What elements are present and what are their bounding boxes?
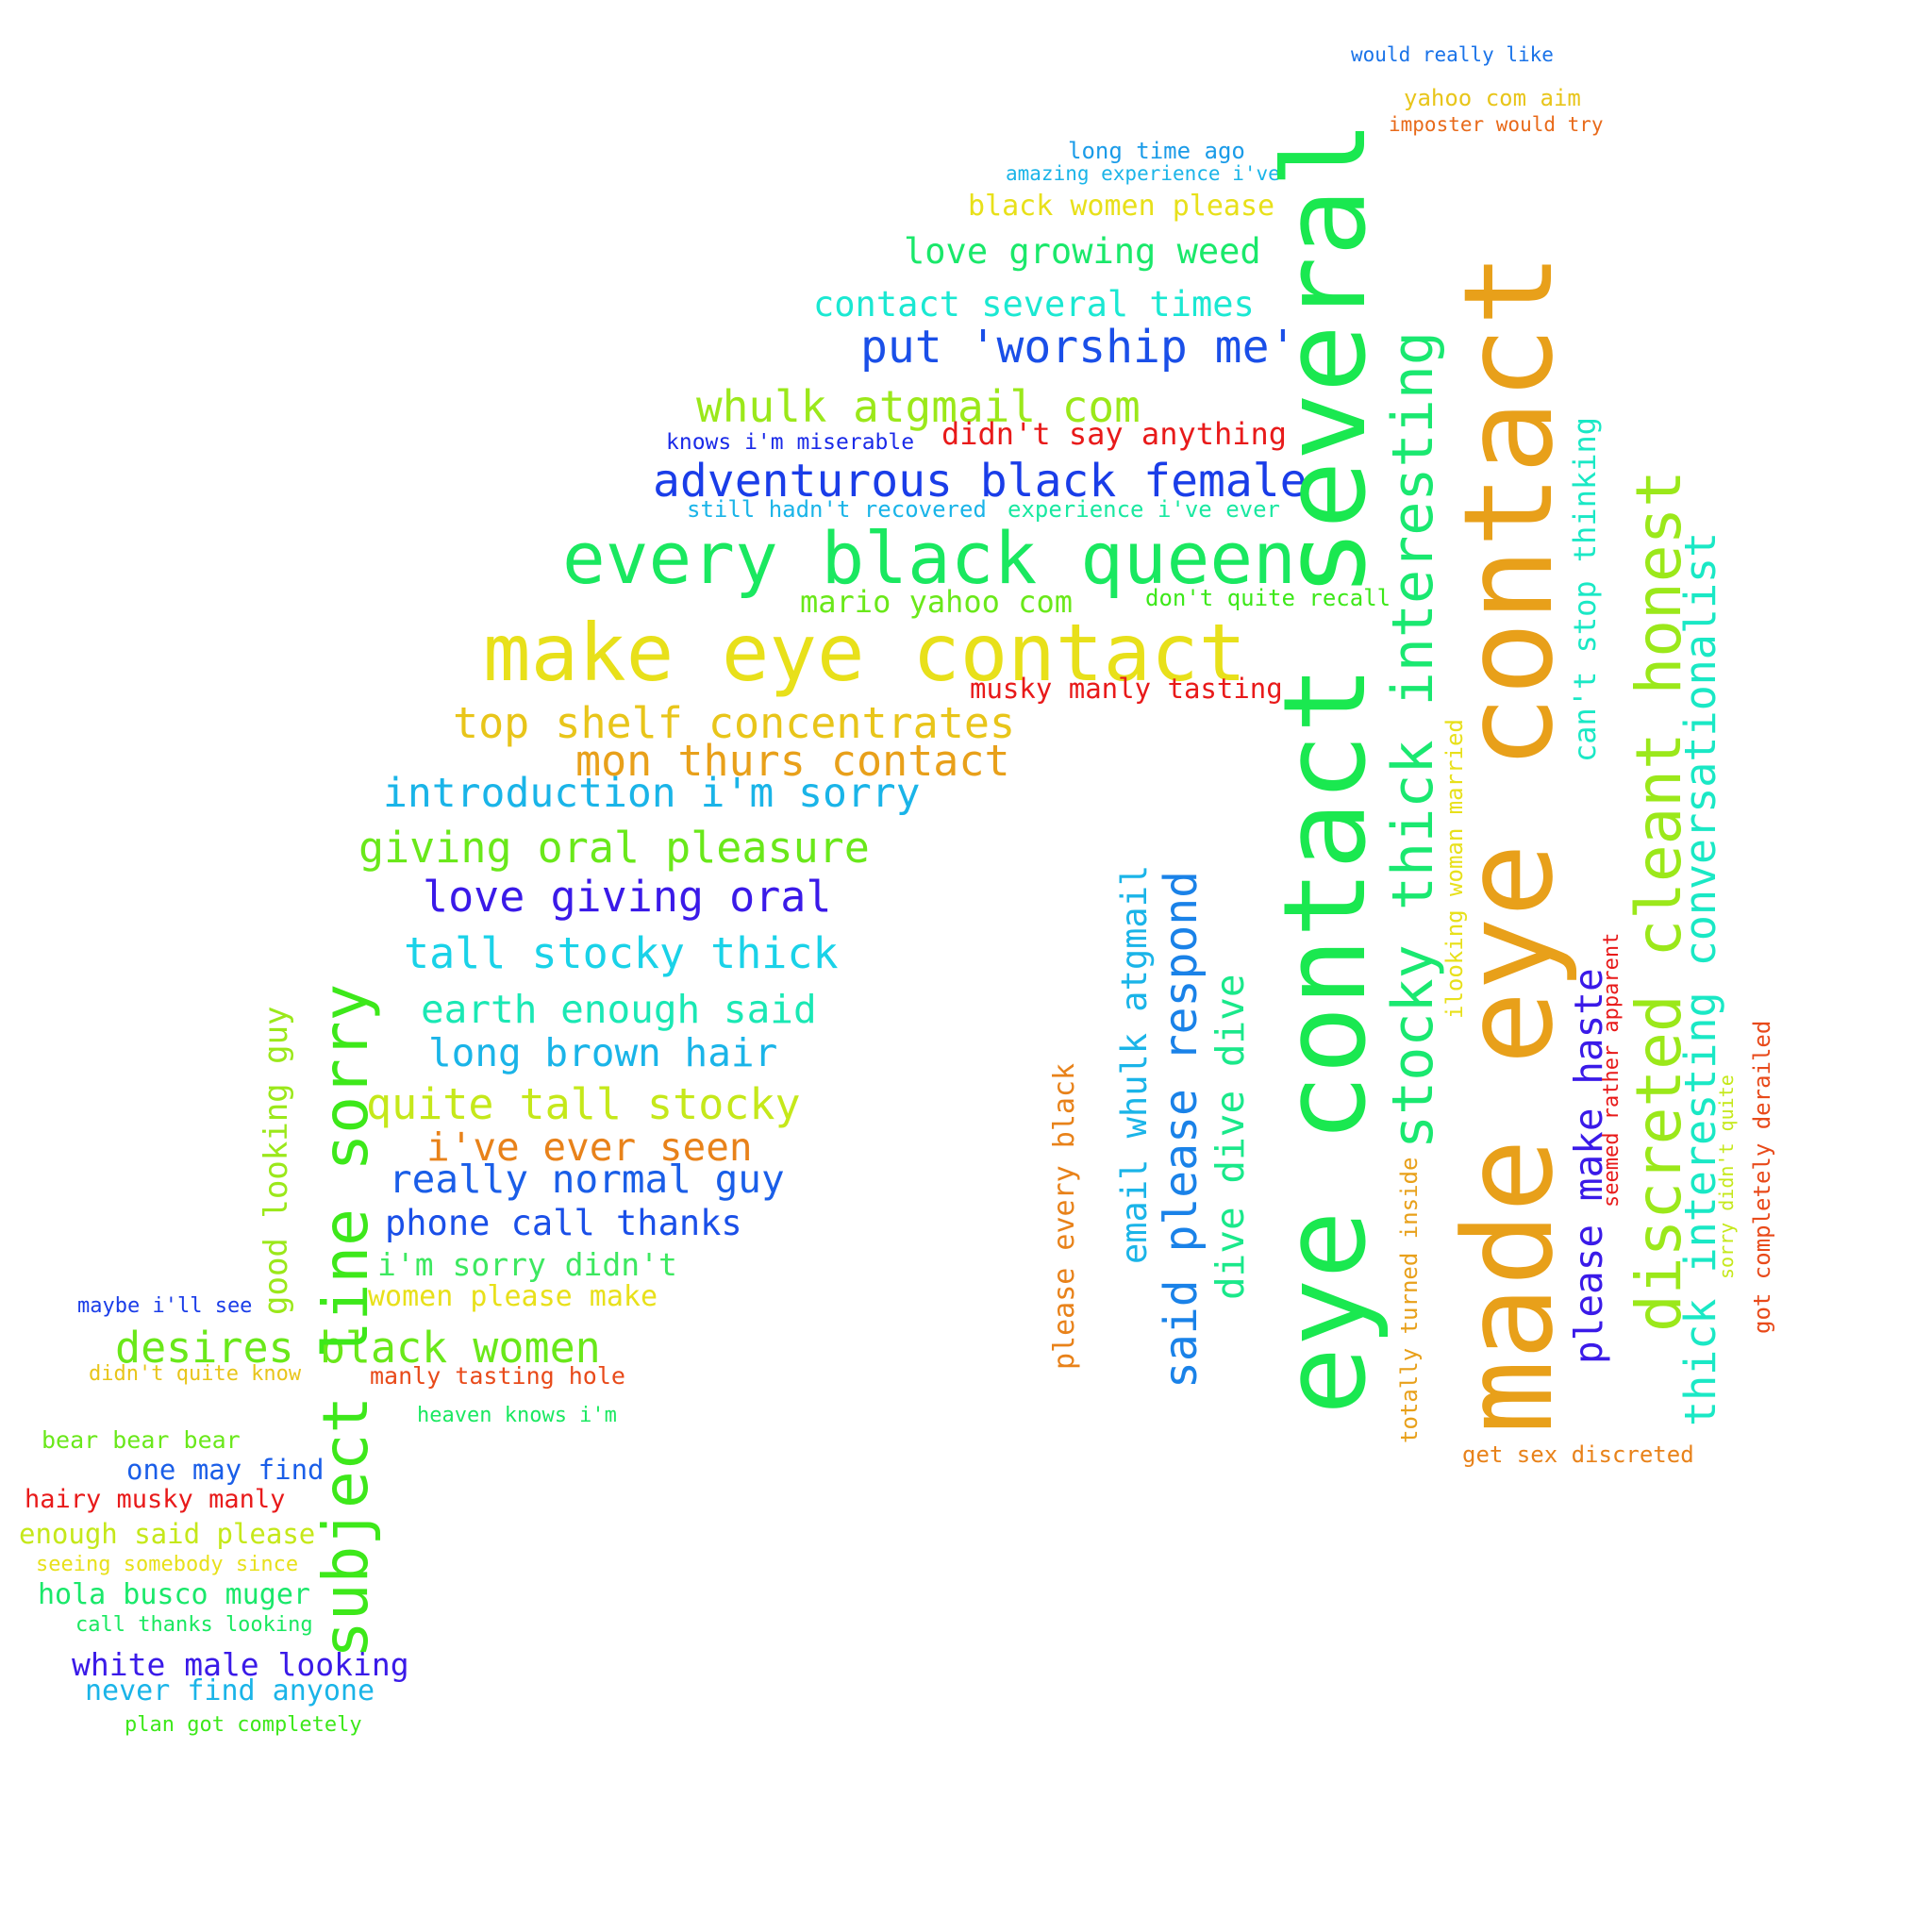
phrase-hola-busco-muger: hola busco muger: [38, 1578, 310, 1611]
phrase-call-thanks-looking: call thanks looking: [75, 1613, 313, 1637]
phrase-ive-ever-seen: i've ever seen: [426, 1124, 753, 1170]
phrase-still-hadnt-recovered: still hadn't recovered: [687, 496, 987, 523]
phrase-quite-tall-stocky: quite tall stocky: [366, 1079, 801, 1129]
phrase-love-giving-oral: love giving oral: [423, 872, 832, 922]
phrase-thick-interesting-conversationalist: thick interesting conversationalist: [1675, 531, 1725, 1426]
phrase-sorry-didnt-quite: sorry didn't quite: [1715, 1074, 1738, 1279]
phrase-enough-said-please: enough said please: [19, 1518, 316, 1550]
phrase-adventurous-black-female: adventurous black female: [653, 455, 1307, 508]
phrase-women-please-make: women please make: [368, 1280, 658, 1313]
phrase-black-women-please: black women please: [968, 190, 1275, 223]
phrase-long-brown-hair: long brown hair: [428, 1030, 778, 1075]
phrase-phone-call-thanks: phone call thanks: [385, 1203, 742, 1243]
phrase-love-growing-weed: love growing weed: [904, 231, 1261, 272]
phrase-really-normal-guy: really normal guy: [389, 1157, 785, 1202]
phrase-put-worship-me: put 'worship me': [860, 321, 1297, 374]
phrase-mario-yahoo-com: mario yahoo com: [800, 584, 1073, 620]
phrase-giving-oral-pleasure: giving oral pleasure: [358, 823, 870, 873]
phrase-desires-black-women: desires black women: [115, 1323, 601, 1373]
phrase-got-completely-derailed: got completely derailed: [1749, 1020, 1775, 1334]
phrase-made-eye-contact: made eye contact: [1437, 252, 1580, 1434]
phrase-yahoo-com-aim: yahoo com aim: [1404, 85, 1581, 111]
phrase-email-whulk-atgmail: email whulk atgmail: [1114, 864, 1155, 1264]
phrase-introduction-im-sorry: introduction i'm sorry: [383, 770, 921, 817]
phrase-would-really-like: would really like: [1351, 43, 1554, 66]
phrase-make-eye-contact: make eye contact: [483, 607, 1247, 699]
phrase-hairy-musky-manly: hairy musky manly: [25, 1485, 286, 1514]
phrase-dive-dive-dive: dive dive dive: [1208, 974, 1253, 1300]
phrase-eye-contact-several: eye contact several: [1260, 120, 1391, 1415]
phrase-bear-bear-bear: bear bear bear: [42, 1426, 241, 1454]
phrase-white-male-looking: white male looking: [72, 1646, 409, 1683]
phrase-please-every-black: please every black: [1048, 1062, 1081, 1370]
phrase-knows-im-miserable: knows i'm miserable: [666, 430, 915, 455]
phrase-whulk-atgmail-com: whulk atgmail com: [696, 381, 1141, 432]
phrase-seemed-rather-apparent: seemed rather apparent: [1600, 932, 1624, 1208]
phrase-experience-ive-ever: experience i've ever: [1008, 496, 1280, 523]
phrase-cant-stop-thinking: can't stop thinking: [1567, 416, 1603, 762]
phrase-didnt-quite-know: didn't quite know: [89, 1362, 302, 1386]
phrase-every-black-queen: every black queen: [562, 516, 1296, 600]
phrase-subject-line-sorry: subject line sorry: [309, 983, 382, 1658]
phrase-good-looking-guy: good looking guy: [258, 1006, 295, 1315]
phrase-heaven-knows-im: heaven knows i'm: [417, 1404, 617, 1427]
phrase-stocky-thick-interesting: stocky thick interesting: [1380, 331, 1446, 1149]
phrase-plan-got-completely: plan got completely: [125, 1713, 362, 1737]
phrase-totally-turned-inside: totally turned inside: [1396, 1157, 1423, 1443]
phrase-contact-several-times: contact several times: [813, 284, 1255, 325]
phrase-earth-enough-said: earth enough said: [421, 987, 817, 1032]
phrase-im-sorry-didnt: i'm sorry didn't: [377, 1246, 677, 1283]
phrase-long-time-ago: long time ago: [1068, 138, 1245, 164]
phrase-didnt-say-anything: didn't say anything: [941, 416, 1288, 452]
phrase-top-shelf-concentrates: top shelf concentrates: [453, 698, 1016, 748]
phrase-one-may-find: one may find: [126, 1454, 325, 1486]
phrase-musky-manly-tasting: musky manly tasting: [970, 673, 1283, 705]
phrase-said-please-respond: said please respond: [1155, 870, 1208, 1389]
phrase-imposter-would-try: imposter would try: [1389, 113, 1604, 136]
phrase-manly-tasting-hole: manly tasting hole: [370, 1362, 625, 1390]
phrase-amazing-experience: amazing experience i've: [1006, 162, 1280, 185]
phrase-mon-thurs-contact: mon thurs contact: [575, 736, 1010, 786]
phrase-never-find-anyone: never find anyone: [85, 1674, 375, 1707]
phrase-tall-stocky-thick: tall stocky thick: [404, 928, 839, 978]
phrase-dont-quite-recall: don't quite recall: [1145, 585, 1391, 611]
phrase-maybe-ill-see: maybe i'll see: [77, 1294, 253, 1318]
phrase-get-sex-discreted: get sex discreted: [1462, 1441, 1694, 1468]
phrase-seeing-somebody-since: seeing somebody since: [36, 1553, 299, 1576]
